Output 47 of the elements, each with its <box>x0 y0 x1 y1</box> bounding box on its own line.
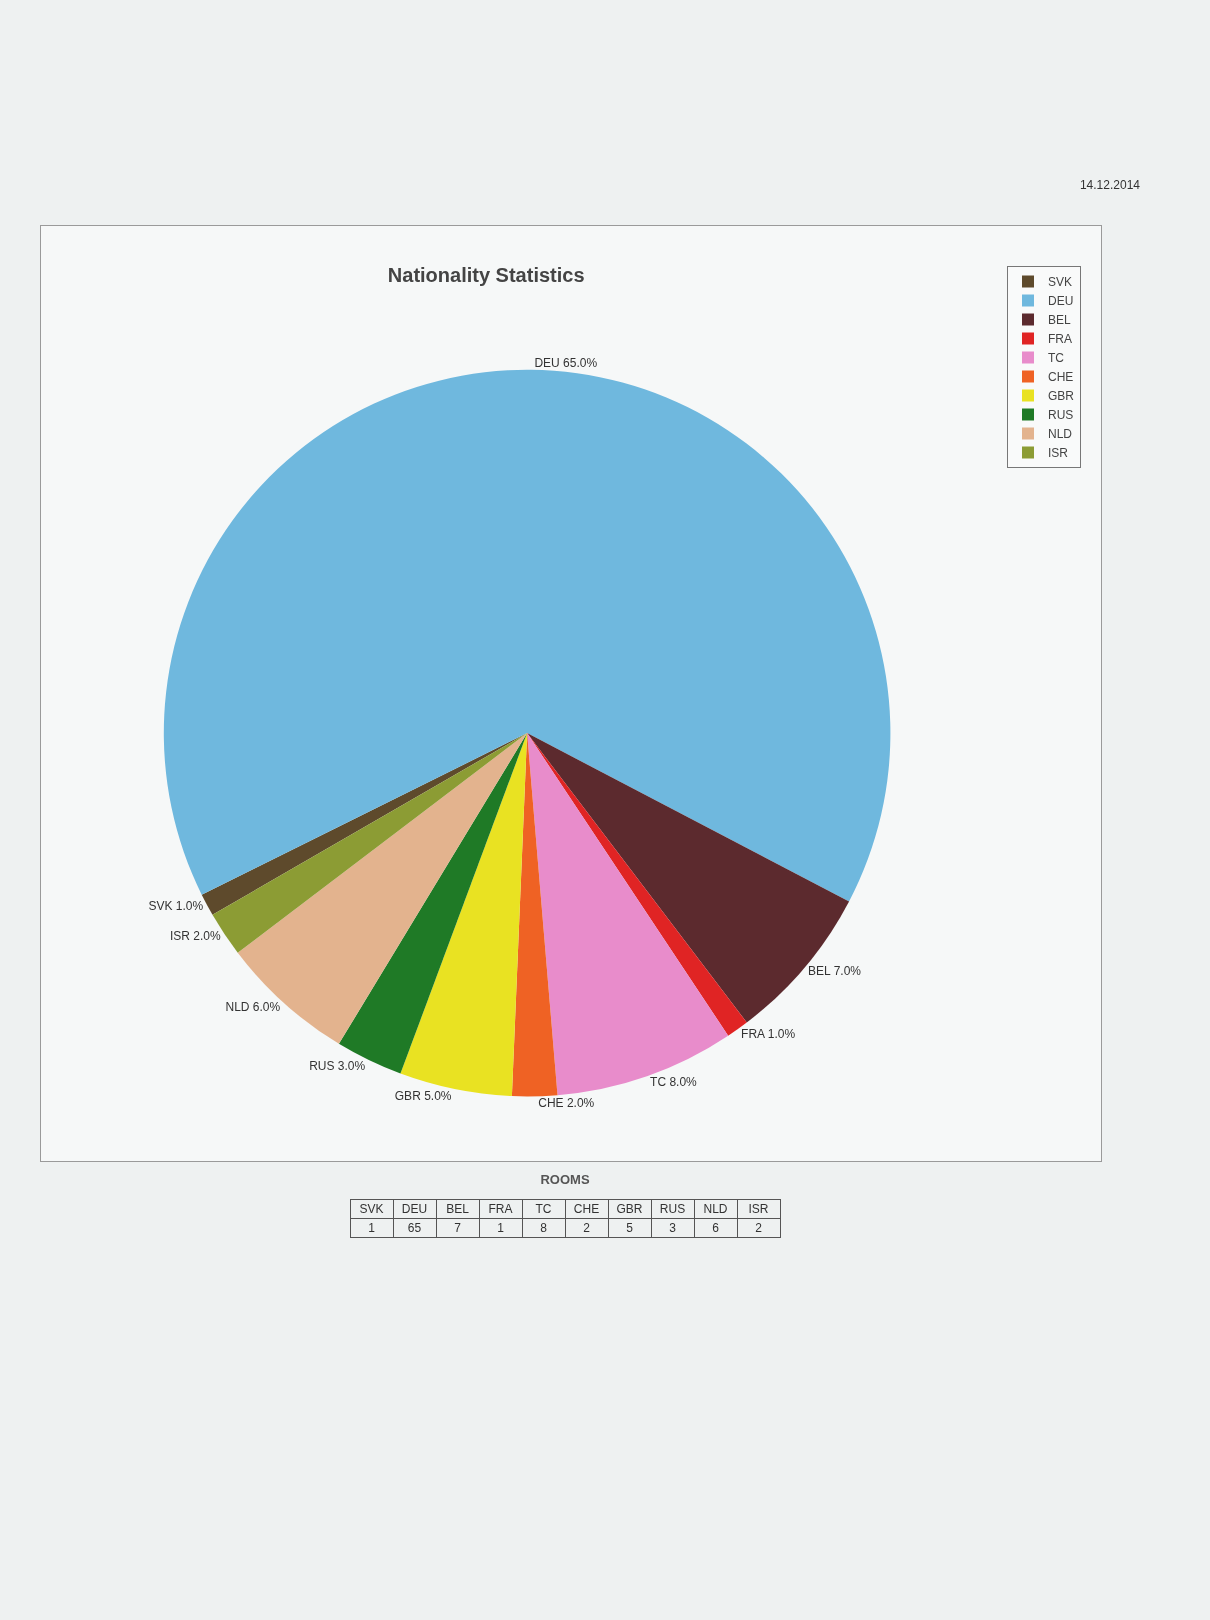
data-label: GBR 5.0% <box>394 1088 452 1103</box>
text: ROOMS <box>540 1172 590 1187</box>
legend-label: GBR <box>1048 389 1075 404</box>
legend-label: FRA <box>1048 332 1072 347</box>
data-label: 5 <box>608 1218 651 1238</box>
category-label: GBR <box>608 1199 651 1219</box>
data-label: ISR 2.0% <box>169 929 222 944</box>
data-label: CHE 2.0% <box>538 1096 595 1111</box>
category-label: ISR <box>737 1199 780 1219</box>
data-label: NLD 6.0% <box>225 999 281 1014</box>
data-label: 6 <box>694 1218 737 1238</box>
legend-label: TC <box>1048 351 1065 366</box>
data-label: 65 <box>393 1218 436 1238</box>
data-label: TC 8.0% <box>650 1075 698 1090</box>
category-label: SVK <box>350 1199 393 1219</box>
category-label: FRA <box>479 1199 522 1219</box>
data-label: 1 <box>350 1218 393 1238</box>
data-label: 7 <box>436 1218 479 1238</box>
legend-label: SVK <box>1048 275 1073 290</box>
category-label: BEL <box>436 1199 479 1219</box>
data-label: 3 <box>651 1218 694 1238</box>
data-label: DEU 65.0% <box>534 355 598 370</box>
legend-label: CHE <box>1048 370 1074 385</box>
legend-label: BEL <box>1048 313 1072 328</box>
category-label: DEU <box>393 1199 436 1219</box>
legend-label: DEU <box>1048 294 1074 309</box>
data-label: FRA 1.0% <box>741 1026 796 1041</box>
data-label: 2 <box>737 1218 780 1238</box>
category-label: CHE <box>565 1199 608 1219</box>
data-label: RUS 3.0% <box>309 1058 366 1073</box>
category-label: TC <box>522 1199 565 1219</box>
data-label: SVK 1.0% <box>148 899 204 914</box>
category-label: NLD <box>694 1199 737 1219</box>
data-label: 1 <box>479 1218 522 1238</box>
data-label: BEL 7.0% <box>808 963 862 978</box>
category-label: RUS <box>651 1199 694 1219</box>
pie-slice <box>201 733 528 915</box>
pie-slice <box>164 369 891 902</box>
legend-label: NLD <box>1048 427 1073 442</box>
data-label: 2 <box>565 1218 608 1238</box>
legend-label: ISR <box>1048 446 1069 461</box>
text: 14.12.2014 <box>1079 178 1140 192</box>
pie-slice <box>527 733 729 1096</box>
legend-label: RUS <box>1048 408 1074 423</box>
chart-title: Nationality Statistics <box>387 264 585 287</box>
pie-slice <box>338 733 528 1074</box>
data-label: 8 <box>522 1218 565 1238</box>
